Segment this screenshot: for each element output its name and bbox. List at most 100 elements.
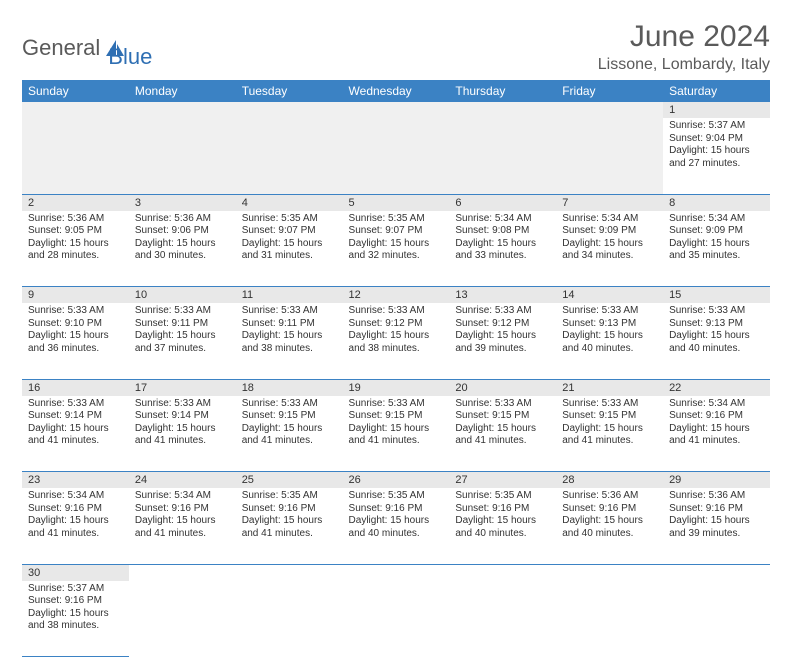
day-content-cell: Sunrise: 5:34 AMSunset: 9:16 PMDaylight:… — [663, 396, 770, 472]
day-content-cell — [449, 581, 556, 657]
day-content-cell — [343, 581, 450, 657]
day-content-cell: Sunrise: 5:33 AMSunset: 9:13 PMDaylight:… — [556, 303, 663, 379]
day-number-cell: 2 — [22, 194, 129, 211]
day-number-cell: 27 — [449, 472, 556, 489]
sunrise-text: Sunrise: 5:34 AM — [562, 213, 657, 226]
day-content-cell: Sunrise: 5:36 AMSunset: 9:06 PMDaylight:… — [129, 211, 236, 287]
day-number-cell: 26 — [343, 472, 450, 489]
day-number-cell — [343, 102, 450, 118]
weekday-header: Saturday — [663, 80, 770, 102]
day-content-cell: Sunrise: 5:33 AMSunset: 9:15 PMDaylight:… — [343, 396, 450, 472]
daylight-text: Daylight: 15 hours and 37 minutes. — [135, 330, 230, 355]
day-content-row: Sunrise: 5:36 AM Sunset: 9:05 PM Daylight:… — [22, 211, 770, 287]
sunset-text: Sunset: 9:15 PM — [455, 410, 550, 423]
day-content-row: Sunrise: 5:34 AMSunset: 9:16 PMDaylight:… — [22, 488, 770, 564]
sunset-text: Sunset: 9:10 PM — [28, 318, 123, 331]
sunset-text: Sunset: 9:08 PM — [455, 225, 550, 238]
sunrise-text: Sunrise: 5:33 AM — [28, 398, 123, 411]
day-content-cell: Sunrise: 5:33 AMSunset: 9:10 PMDaylight:… — [22, 303, 129, 379]
daylight-text: Daylight: 15 hours and 38 minutes. — [242, 330, 337, 355]
day-number-row: 30 — [22, 564, 770, 581]
weekday-header: Wednesday — [343, 80, 450, 102]
sunrise-text: Sunrise: 5:36 AM — [669, 490, 764, 503]
daylight-text: Daylight: 15 hours and 39 minutes. — [455, 330, 550, 355]
logo: General Blue — [22, 26, 152, 70]
sunset-text: Sunset: 9:15 PM — [562, 410, 657, 423]
sunrise-text: Sunrise: 5:36 AM — [135, 213, 230, 226]
sunset-text: Sunset: 9:05 PM — [28, 225, 123, 238]
day-content-cell — [22, 118, 129, 194]
day-content-cell — [343, 118, 450, 194]
sunset-text: Sunset: 9:14 PM — [28, 410, 123, 423]
day-number-cell: 28 — [556, 472, 663, 489]
sunrise-text: Sunrise: 5:35 AM — [349, 213, 444, 226]
sunset-text: Sunset: 9:14 PM — [135, 410, 230, 423]
sunrise-text: Sunrise: 5:35 AM — [349, 490, 444, 503]
day-number-cell — [556, 102, 663, 118]
daylight-text: Daylight: 15 hours and 41 minutes. — [242, 515, 337, 540]
daylight-text: Daylight: 15 hours and 41 minutes. — [28, 515, 123, 540]
sunset-text: Sunset: 9:15 PM — [349, 410, 444, 423]
sunset-text: Sunset: 9:16 PM — [669, 410, 764, 423]
weekday-header: Sunday — [22, 80, 129, 102]
sunset-text: Sunset: 9:16 PM — [349, 503, 444, 516]
daylight-text: Daylight: 15 hours and 38 minutes. — [28, 608, 123, 633]
sunset-text: Sunset: 9:04 PM — [669, 133, 764, 146]
day-content-cell: Sunrise: 5:33 AMSunset: 9:11 PMDaylight:… — [236, 303, 343, 379]
sunrise-text: Sunrise: 5:33 AM — [135, 398, 230, 411]
day-number-cell — [556, 564, 663, 581]
weekday-header: Monday — [129, 80, 236, 102]
day-content-cell — [236, 581, 343, 657]
sunrise-text: Sunrise: 5:33 AM — [349, 305, 444, 318]
day-content-cell — [236, 118, 343, 194]
sunrise-text: Sunrise: 5:33 AM — [28, 305, 123, 318]
daylight-text: Daylight: 15 hours and 41 minutes. — [349, 423, 444, 448]
day-number-cell: 8 — [663, 194, 770, 211]
day-content-cell: Sunrise: 5:35 AMSunset: 9:16 PMDaylight:… — [449, 488, 556, 564]
weekday-header: Thursday — [449, 80, 556, 102]
daylight-text: Daylight: 15 hours and 38 minutes. — [349, 330, 444, 355]
day-number-cell: 5 — [343, 194, 450, 211]
sunset-text: Sunset: 9:16 PM — [455, 503, 550, 516]
day-number-cell: 23 — [22, 472, 129, 489]
sunset-text: Sunset: 9:15 PM — [242, 410, 337, 423]
sunset-text: Sunset: 9:09 PM — [669, 225, 764, 238]
day-number-cell: 3 — [129, 194, 236, 211]
day-number-cell: 25 — [236, 472, 343, 489]
daylight-text: Daylight: 15 hours and 35 minutes. — [669, 238, 764, 263]
weekday-header: Friday — [556, 80, 663, 102]
weekday-header: Tuesday — [236, 80, 343, 102]
day-number-cell: 1 — [663, 102, 770, 118]
sunrise-text: Sunrise: 5:33 AM — [562, 305, 657, 318]
day-number-cell: 17 — [129, 379, 236, 396]
month-title: June 2024 — [598, 20, 770, 54]
daylight-text: Daylight: 15 hours and 33 minutes. — [455, 238, 550, 263]
day-number-row: 1 — [22, 102, 770, 118]
sunrise-text: Sunrise: 5:34 AM — [135, 490, 230, 503]
day-content-cell: Sunrise: 5:34 AMSunset: 9:09 PMDaylight:… — [556, 211, 663, 287]
day-number-row: 16171819202122 — [22, 379, 770, 396]
day-number-cell: 21 — [556, 379, 663, 396]
day-number-cell — [663, 564, 770, 581]
daylight-text: Daylight: 15 hours and 31 minutes. — [242, 238, 337, 263]
day-number-cell: 9 — [22, 287, 129, 304]
sunrise-text: Sunrise: 5:33 AM — [455, 305, 550, 318]
day-number-cell: 20 — [449, 379, 556, 396]
sunrise-text: Sunrise: 5:33 AM — [455, 398, 550, 411]
day-content-cell: Sunrise: 5:36 AMSunset: 9:16 PMDaylight:… — [556, 488, 663, 564]
sunset-text: Sunset: 9:07 PM — [349, 225, 444, 238]
sunset-text: Sunset: 9:16 PM — [28, 503, 123, 516]
day-number-cell — [343, 564, 450, 581]
sunset-text: Sunset: 9:13 PM — [562, 318, 657, 331]
day-number-cell: 29 — [663, 472, 770, 489]
daylight-text: Daylight: 15 hours and 34 minutes. — [562, 238, 657, 263]
day-content-cell: Sunrise: 5:33 AMSunset: 9:12 PMDaylight:… — [343, 303, 450, 379]
day-content-cell: Sunrise: 5:35 AMSunset: 9:07 PMDaylight:… — [343, 211, 450, 287]
day-content-cell — [663, 581, 770, 657]
sunrise-text: Sunrise: 5:35 AM — [242, 490, 337, 503]
sunrise-text: Sunrise: 5:34 AM — [455, 213, 550, 226]
sunset-text: Sunset: 9:16 PM — [135, 503, 230, 516]
day-number-cell — [22, 102, 129, 118]
day-number-row: 2345678 — [22, 194, 770, 211]
daylight-text: Daylight: 15 hours and 30 minutes. — [135, 238, 230, 263]
